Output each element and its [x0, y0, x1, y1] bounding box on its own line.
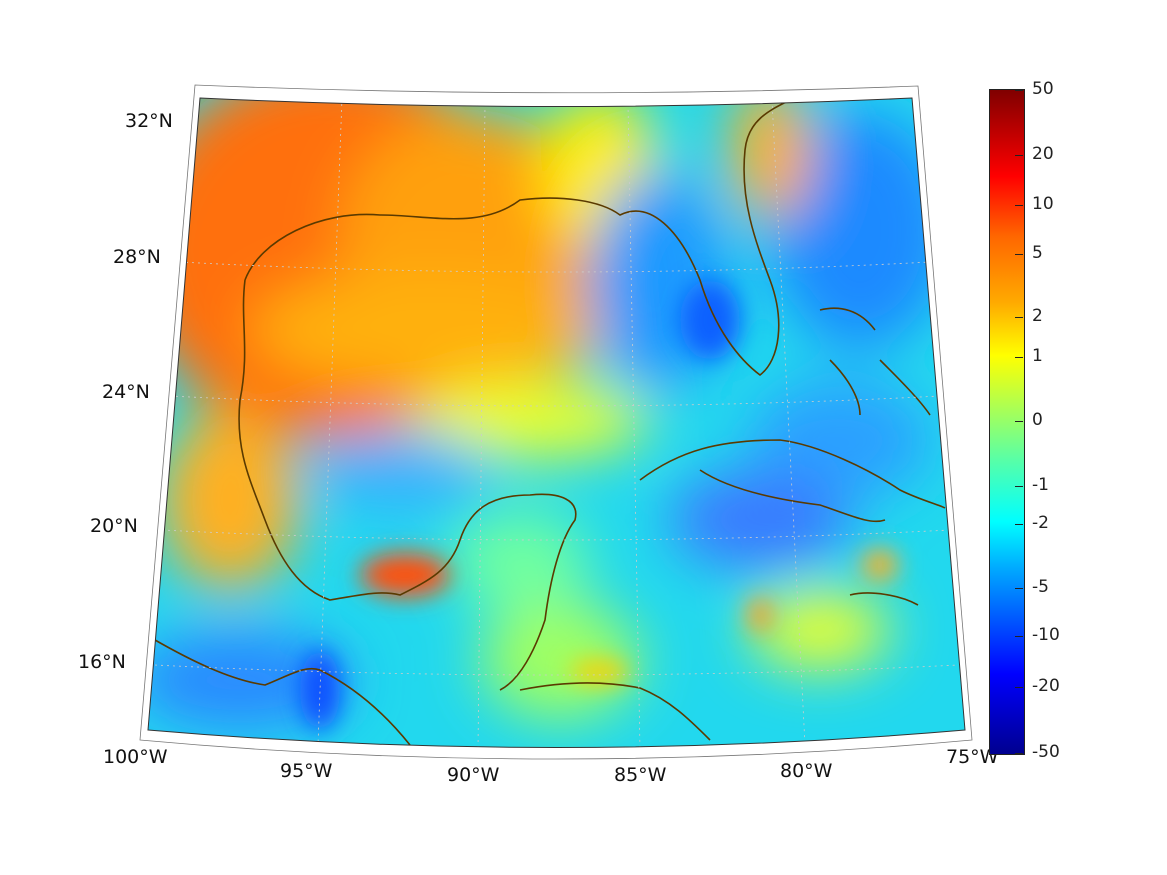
colorbar-tick — [1015, 753, 1023, 754]
map-frame — [147, 97, 966, 748]
colorbar — [989, 89, 1025, 755]
lat-label: 20°N — [90, 515, 138, 537]
colorbar-tick — [1015, 421, 1023, 422]
colorbar-tick — [1015, 205, 1023, 206]
colorbar-tick-label: 20 — [1032, 144, 1054, 164]
colorbar-tick — [1015, 524, 1023, 525]
colorbar-tick-label: 50 — [1032, 79, 1054, 99]
colorbar-tick-label: -1 — [1032, 475, 1049, 495]
colorbar-tick — [1015, 486, 1023, 487]
colorbar-tick-label: -2 — [1032, 513, 1049, 533]
colorbar-tick-label: 2 — [1032, 306, 1043, 326]
graticule — [154, 98, 959, 748]
data-field — [148, 98, 965, 748]
colorbar-tick — [1015, 588, 1023, 589]
lat-label: 32°N — [125, 110, 173, 132]
lon-label: 90°W — [447, 764, 500, 786]
colorbar-tick — [1015, 357, 1023, 358]
colorbar-tick-label: -50 — [1032, 742, 1060, 762]
lon-label: 75°W — [946, 746, 999, 768]
colorbar-tick — [1015, 155, 1023, 156]
colorbar-tick — [1015, 254, 1023, 255]
colorbar-tick-label: 0 — [1032, 410, 1043, 430]
lon-label: 80°W — [780, 760, 833, 782]
colorbar-tick — [1015, 317, 1023, 318]
lat-label: 24°N — [102, 381, 150, 403]
colorbar-tick-label: 10 — [1032, 194, 1054, 214]
colorbar-tick — [1015, 687, 1023, 688]
lat-label: 28°N — [113, 246, 161, 268]
coastlines — [154, 99, 946, 746]
colorbar-tick-label: -10 — [1032, 625, 1060, 645]
lat-label: 16°N — [78, 651, 126, 673]
lon-label: 100°W — [103, 746, 168, 768]
colorbar-tick-label: 1 — [1032, 346, 1043, 366]
lon-label: 95°W — [280, 760, 333, 782]
colorbar-tick — [1015, 636, 1023, 637]
colorbar-tick-label: 5 — [1032, 243, 1043, 263]
colorbar-tick-label: -20 — [1032, 676, 1060, 696]
lon-label: 85°W — [614, 764, 667, 786]
colorbar-tick — [1015, 90, 1023, 91]
colorbar-tick-label: -5 — [1032, 577, 1049, 597]
